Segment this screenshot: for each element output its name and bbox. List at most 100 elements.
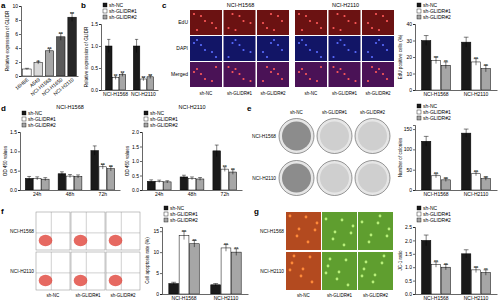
x-tick: 48h [188, 190, 197, 197]
cell-dot [341, 219, 344, 222]
y-tick: 0.5 [91, 65, 101, 71]
x-tick: NCI-H2110 [214, 294, 239, 301]
y-tick-mark [413, 281, 415, 282]
cell-dot [381, 262, 384, 265]
quadrant-lines [106, 252, 140, 290]
y-tick: 8 [15, 17, 21, 23]
cell-dot [249, 51, 251, 53]
quadrant-lines [71, 212, 105, 250]
culture-plate [317, 161, 352, 196]
y-tick-label: 0.5 [132, 173, 139, 179]
row-label: DAPI [176, 45, 188, 51]
cell-dot [325, 218, 328, 221]
panel-letter: a [1, 1, 6, 10]
x-axis: NCI-H1568NCI-H2110 [416, 190, 498, 197]
bar [23, 69, 31, 76]
cell-dot [371, 56, 373, 58]
significance: ** [484, 267, 488, 273]
y-tick: 0.0 [405, 291, 415, 297]
row-label: Merged [171, 71, 188, 77]
cell-dot [231, 71, 233, 73]
cell-dot [350, 232, 353, 235]
significance: ** [59, 31, 63, 37]
cell-dot [305, 216, 308, 219]
y-axis-line [99, 25, 102, 91]
legend-swatch [144, 111, 148, 115]
culture-plate [317, 119, 352, 154]
flow-plot [106, 212, 140, 250]
cell-dot [363, 268, 366, 271]
bar [99, 167, 107, 190]
bar [196, 179, 204, 190]
legend-swatch [417, 9, 421, 13]
y-tick-label: 20 [406, 54, 412, 60]
cell-dot [336, 71, 338, 73]
cell-dot [270, 42, 272, 44]
cell-dot [343, 15, 345, 17]
y-axis-title: OD 450 values [3, 145, 8, 176]
bar [431, 60, 440, 90]
error-bar [424, 136, 429, 146]
micrograph [224, 62, 256, 87]
bar [119, 75, 125, 90]
y-tick-mark [19, 20, 21, 21]
cell-dot [262, 51, 264, 53]
cell-dot [234, 68, 236, 70]
row-label: NCI-H2110 [10, 269, 34, 274]
y-tick: 4 [15, 45, 21, 51]
plot-area [169, 231, 241, 294]
cell-dot [273, 68, 275, 70]
y-axis-title: Relative expression of GLIDR [5, 10, 10, 71]
colony-area [320, 122, 349, 151]
cell-dot [370, 234, 373, 237]
y-tick-mark [140, 132, 142, 133]
x-tick-label: NCI-H2110 [464, 91, 489, 97]
bar [481, 273, 490, 294]
cell-dot [378, 39, 380, 41]
y-tick-label: 1.5 [91, 21, 98, 27]
y-tick-label: 2.0 [132, 129, 139, 135]
y-tick-mark [19, 76, 21, 77]
cell-dot [332, 56, 334, 58]
panel-letter: e [247, 104, 252, 113]
column-label: sh-NC [200, 91, 214, 96]
y-axis-line [19, 7, 22, 77]
cell-dot [309, 78, 311, 80]
y-tick: 10 [153, 249, 162, 255]
cell-dot [382, 44, 384, 46]
y-tick-mark [413, 90, 415, 91]
cell-dot [374, 274, 377, 277]
cell-dot [343, 44, 345, 46]
cell-dot [298, 228, 301, 231]
y-tick: 6 [15, 31, 21, 37]
error-bar [464, 129, 469, 137]
column-label: sh-NC [305, 91, 319, 96]
cell-dot [277, 73, 279, 75]
micrograph [295, 10, 327, 35]
legend-swatch [144, 117, 148, 121]
x-tick: 72h [221, 190, 230, 197]
cell-dot [273, 39, 275, 41]
plot-area [23, 13, 77, 76]
cell-dot [334, 231, 337, 234]
bar [66, 176, 74, 190]
cell-dot [316, 51, 318, 53]
column-label: sh-GLIDR#1 [75, 293, 101, 298]
cell-dot [347, 284, 350, 287]
plot-area [421, 235, 490, 294]
error-bar [424, 235, 429, 246]
y-tick-mark [99, 68, 101, 69]
legend-label: sh-GLIDR#2 [109, 14, 137, 20]
bar [221, 248, 231, 294]
y-tick-label: 10 [406, 71, 412, 77]
cell-dot [371, 27, 373, 29]
y-axis-title: Number of colonies [398, 137, 403, 177]
cell-dot [204, 20, 206, 22]
cell-dot [332, 238, 335, 241]
cell-dot [354, 22, 356, 24]
error-bar [215, 145, 219, 157]
y-tick-mark [413, 41, 415, 42]
y-axis: 0.00.51.01.5 [10, 129, 20, 193]
micrograph [190, 10, 222, 35]
error-bar [464, 37, 469, 47]
